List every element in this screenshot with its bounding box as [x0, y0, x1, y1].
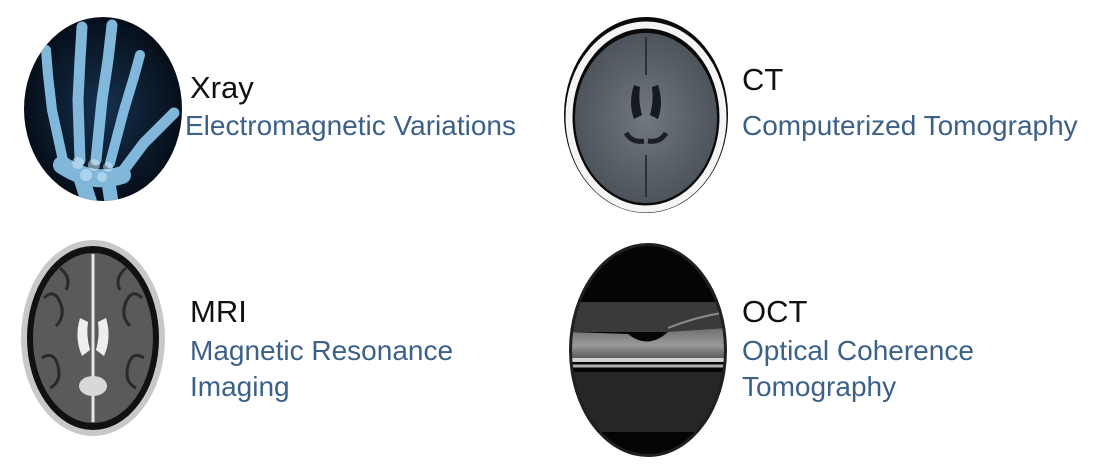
mri-brain-scan-image: [21, 240, 165, 436]
ct-brain-scan-image: [564, 17, 728, 213]
xray-subtitle: Electromagnetic Variations: [185, 108, 516, 144]
ct-title: CT: [742, 62, 784, 97]
ct-subtitle: Computerized Tomography: [742, 108, 1078, 144]
oct-subtitle-line-2: Tomography: [742, 371, 897, 402]
oct-subtitle: Optical Coherence Tomography: [742, 333, 974, 405]
oct-title: OCT: [742, 294, 808, 329]
mri-subtitle: Magnetic Resonance Imaging: [190, 333, 453, 405]
oct-retina-scan-image: [569, 243, 727, 457]
xray-hand-image: [24, 17, 182, 201]
mri-title: MRI: [190, 294, 247, 329]
xray-title: Xray: [190, 70, 254, 105]
ct-subtitle-line: Computerized Tomography: [742, 110, 1078, 141]
mri-subtitle-line-1: Magnetic Resonance: [190, 335, 454, 366]
xray-subtitle-line: Electromagnetic Variations: [185, 110, 516, 141]
mri-subtitle-line-2: Imaging: [190, 371, 290, 402]
oct-subtitle-line-1: Optical Coherence: [742, 335, 974, 366]
